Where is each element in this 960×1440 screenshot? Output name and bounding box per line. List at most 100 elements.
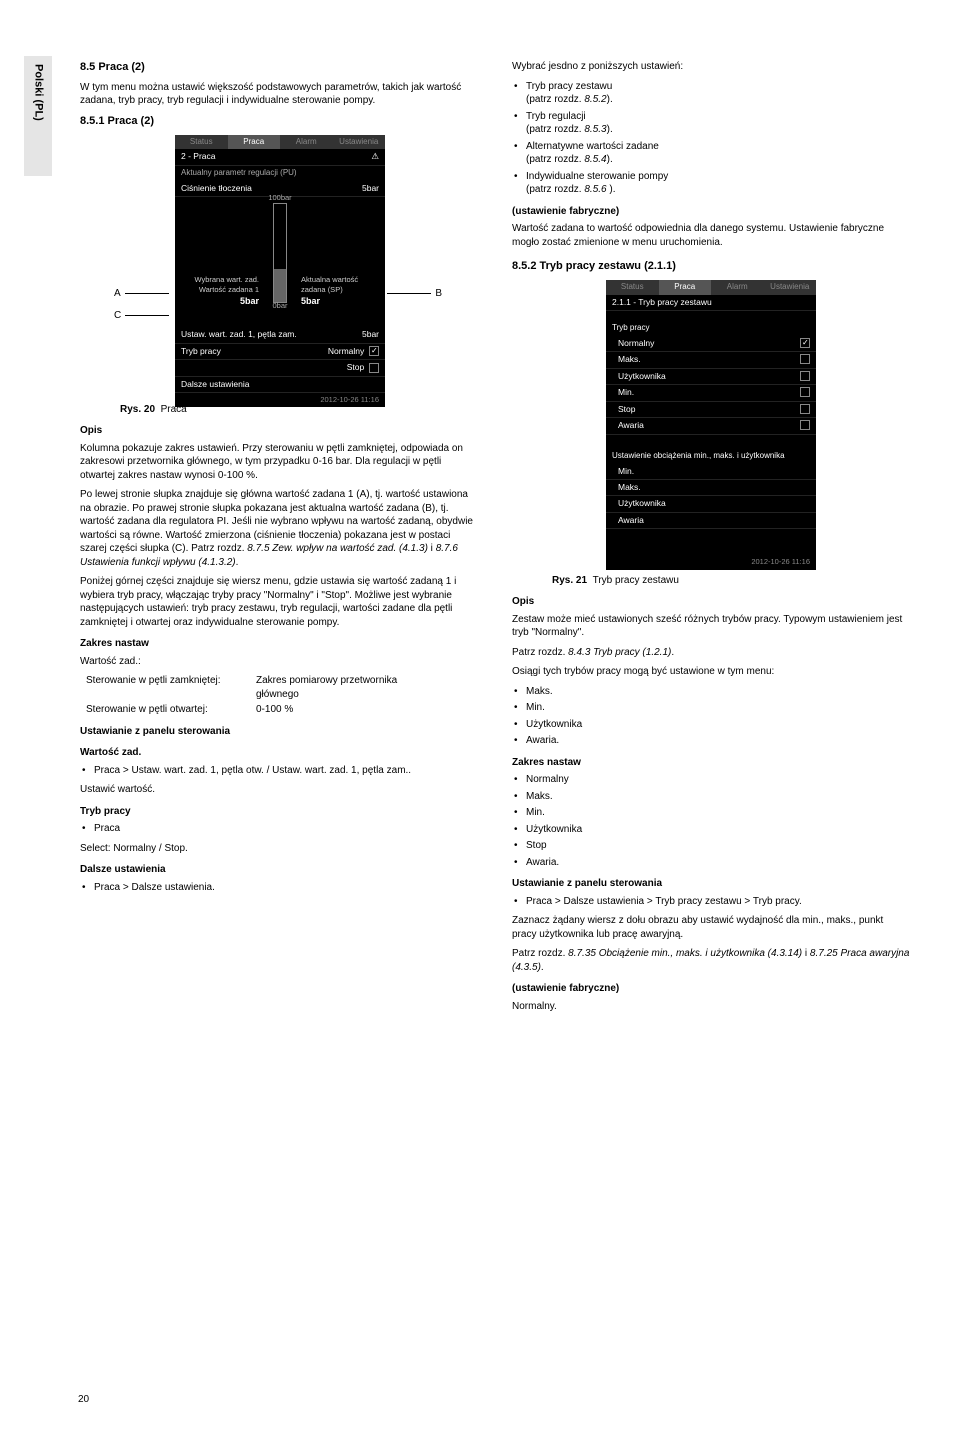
opis-r-p1: Zestaw może mieć ustawionych sześć różny… [512, 613, 910, 640]
screen-list-row: Min. [606, 385, 816, 401]
osiagi-p: Osiągi tych trybów pracy mogą być ustawi… [512, 665, 910, 679]
gauge-fill [274, 269, 286, 302]
checkbox-icon [369, 346, 379, 356]
list-item: Tryb regulacji(patrz rozdz. 8.5.3). [512, 110, 910, 137]
right-column: Wybrać jesdno z poniższych ustawień: Try… [512, 60, 910, 1019]
row-dalsze: Dalsze ustawienia [175, 377, 385, 393]
heading-dalsze-left: Dalsze ustawienia [80, 863, 478, 877]
screen-list-row: Maks. [606, 352, 816, 368]
list-item: Awaria. [512, 734, 910, 748]
gauge-bar [273, 203, 287, 303]
list-item: Praca > Dalsze ustawienia. [80, 881, 478, 895]
screen-list-row: Użytkownika [606, 496, 816, 512]
tab-praca: Praca [228, 135, 281, 150]
gauge-right-info: Aktualna wartość zadana (SP) 5bar [301, 275, 381, 307]
side-tab-label: Polski (PL) [31, 64, 46, 121]
list-item: Tryb pracy zestawu(patrz rozdz. 8.5.2). [512, 80, 910, 107]
row-tryb-norm: Tryb pracy Normalny [175, 344, 385, 360]
heading-fabryczne: (ustawienie fabryczne) [512, 205, 910, 219]
bullet-tryb: Praca [80, 822, 478, 836]
warning-icon: ⚠ [371, 151, 379, 162]
list-item: Alternatywne wartości zadane(patrz rozdz… [512, 140, 910, 167]
heading-opis-left: Opis [80, 424, 478, 438]
screen-timestamp-21: 2012-10-26 11:16 [606, 555, 816, 569]
heading-8-5: 8.5 Praca (2) [80, 60, 478, 75]
heading-zakres-left: Zakres nastaw [80, 637, 478, 651]
fabr2-p: Normalny. [512, 1000, 910, 1014]
tab-status: Status [606, 280, 659, 295]
bullet-wz: Praca > Ustaw. wart. zad. 1, pętla otw. … [80, 764, 478, 778]
opis-p1: Kolumna pokazuje zakres ustawień. Przy s… [80, 442, 478, 483]
heading-opis-right: Opis [512, 595, 910, 609]
language-side-tab: Polski (PL) [24, 56, 52, 176]
heading-zakres-right: Zakres nastaw [512, 756, 910, 770]
gauge-left-info: Wybrana wart. zad. Wartość zadana 1 5bar [179, 275, 259, 307]
screen-list-row: Min. [606, 464, 816, 480]
tab-praca: Praca [659, 280, 712, 295]
tbl-r2c1: Sterowanie w pętli otwartej: [86, 703, 256, 717]
heading-8-5-1: 8.5.1 Praca (2) [80, 114, 478, 129]
screen-list-row: Normalny [606, 336, 816, 352]
sec2-heading: Ustawienie obciążenia min., maks. i użyt… [606, 449, 816, 464]
list-item: Użytkownika [512, 823, 910, 837]
heading-wz2: Wartość zad. [80, 746, 478, 760]
tab-ustaw: Ustawienia [333, 135, 386, 150]
figure-20-wrap: A B C Status Praca Alarm Ustawienia 2 - … [80, 135, 478, 395]
screen-breadcrumb: 2 - Praca⚠ [175, 149, 385, 165]
gauge-top-label: 100bar [268, 193, 291, 203]
sec1-heading: Tryb pracy [606, 321, 816, 336]
ust-panel-list: Praca > Dalsze ustawienia > Tryb pracy z… [512, 895, 910, 909]
tab-ustaw: Ustawienia [764, 280, 817, 295]
pointer-C: C [114, 309, 169, 323]
tbl-r1c2: Zakres pomiarowy przetwornika głównego [256, 674, 426, 701]
opis-r-p1b: Patrz rozdz. 8.4.3 Tryb pracy (1.2.1). [512, 646, 910, 660]
osiagi-list: Maks. Min. Użytkownika Awaria. [512, 685, 910, 748]
screen-list-row: Maks. [606, 480, 816, 496]
screen-tabs-21: Status Praca Alarm Ustawienia [606, 280, 816, 295]
select-line: Select: Normalny / Stop. [80, 842, 478, 856]
tbl-r1c1: Sterowanie w pętli zamkniętej: [86, 674, 256, 701]
pointer-A: A [114, 287, 169, 301]
list-item: Maks. [512, 685, 910, 699]
list-item: Awaria. [512, 856, 910, 870]
wybrac-line: Wybrać jesdno z poniższych ustawień: [512, 60, 910, 74]
two-column-layout: 8.5 Praca (2) W tym menu można ustawić w… [80, 60, 910, 1019]
heading-8-5-2: 8.5.2 Tryb pracy zestawu (2.1.1) [512, 259, 910, 274]
checkbox-icon [369, 363, 379, 373]
zazn-p2: Patrz rozdz. 8.7.35 Obciążenie min., mak… [512, 947, 910, 974]
gauge-bot-label: 0bar [272, 301, 287, 311]
settings-list: Tryb pracy zestawu(patrz rozdz. 8.5.2). T… [512, 80, 910, 197]
fig21-caption: Rys. 21 Tryb pracy zestawu [552, 574, 910, 588]
list-item: Indywidualne sterowanie pompy(patrz rozd… [512, 170, 910, 197]
list-item: Min. [512, 806, 910, 820]
fabr-p: Wartość zadana to wartość odpowiednia dl… [512, 222, 910, 249]
line-pu: Aktualny parametr regulacji (PU) [175, 166, 385, 181]
tab-alarm: Alarm [711, 280, 764, 295]
screen-fig21: Status Praca Alarm Ustawienia 2.1.1 - Tr… [606, 280, 816, 570]
screen-tabs: Status Praca Alarm Ustawienia [175, 135, 385, 150]
pointer-B: B [387, 287, 442, 301]
zakres-list: NormalnyMaks.Min.UżytkownikaStopAwaria. [512, 773, 910, 869]
list-item: Praca [80, 822, 478, 836]
left-column: 8.5 Praca (2) W tym menu można ustawić w… [80, 60, 478, 1019]
list-item: Praca > Dalsze ustawienia > Tryb pracy z… [512, 895, 910, 909]
intro-paragraph: W tym menu można ustawić większość podst… [80, 81, 478, 108]
screen-list-row: Użytkownika [606, 369, 816, 385]
zazn-p1: Zaznacz żądany wiersz z dołu obrazu aby … [512, 914, 910, 941]
screen-list-row: Stop [606, 402, 816, 418]
list-item: Min. [512, 701, 910, 715]
screen-fig20: Status Praca Alarm Ustawienia 2 - Praca⚠… [175, 135, 385, 408]
tab-status: Status [175, 135, 228, 150]
bullet-dalsze: Praca > Dalsze ustawienia. [80, 881, 478, 895]
wartosc-zad-label: Wartość zad.: [80, 655, 478, 669]
tab-alarm: Alarm [280, 135, 333, 150]
figure-21-wrap: Status Praca Alarm Ustawienia 2.1.1 - Tr… [512, 280, 910, 587]
opis-p2: Po lewej stronie słupka znajduje się głó… [80, 488, 478, 569]
heading-ust-panel-left: Ustawianie z panelu sterowania [80, 725, 478, 739]
ustw-wartosc: Ustawić wartość. [80, 783, 478, 797]
row-ustaw-zad: Ustaw. wart. zad. 1, pętla zam.5bar [175, 327, 385, 343]
row-tryb-stop: Stop [175, 360, 385, 376]
list-item: Użytkownika [512, 718, 910, 732]
list-item: Maks. [512, 790, 910, 804]
zakres-table: Sterowanie w pętli zamkniętej:Zakres pom… [86, 674, 478, 717]
